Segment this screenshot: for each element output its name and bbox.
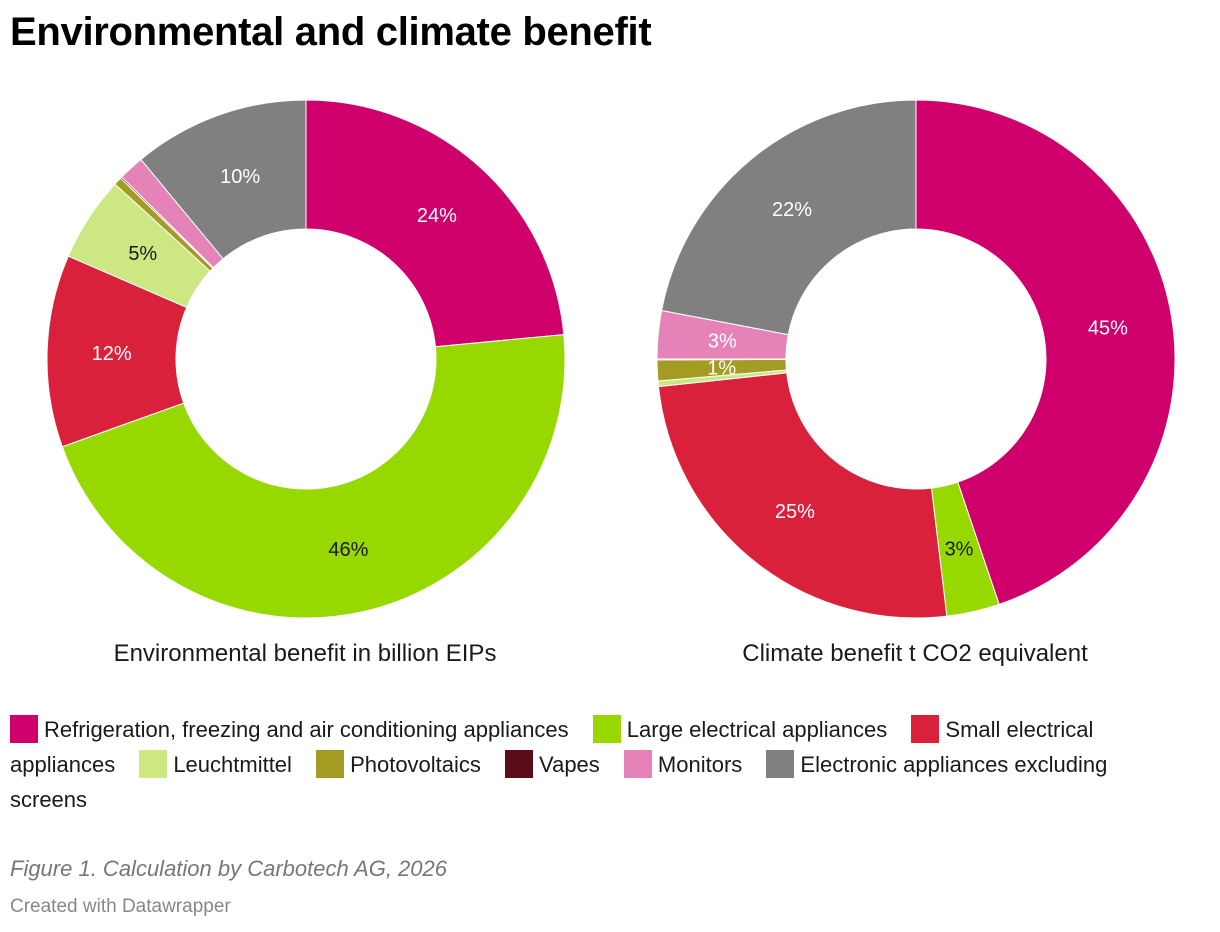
slice-label: 3% xyxy=(945,539,974,561)
legend-swatch xyxy=(623,750,652,778)
legend-label: Refrigeration, freezing and air conditio… xyxy=(44,717,569,742)
slice-large xyxy=(61,334,566,619)
slice-label: 45% xyxy=(1088,317,1128,339)
legend: Refrigeration, freezing and air conditio… xyxy=(10,712,1205,817)
slice-label: 3% xyxy=(708,331,737,353)
credit-link[interactable]: Created with Datawrapper xyxy=(10,896,231,917)
legend-label: Small electrical appliances xyxy=(10,717,1094,777)
legend-swatch xyxy=(316,750,345,778)
figure-note: Figure 1. Calculation by Carbotech AG, 2… xyxy=(10,856,447,881)
slice-label: 5% xyxy=(128,243,157,265)
legend-label: Large electrical appliances xyxy=(626,717,888,742)
legend-label: Monitors xyxy=(657,752,743,777)
legend-item-small: Small electrical appliances xyxy=(10,715,1094,777)
slice-label: 10% xyxy=(220,166,260,188)
environmental-chart-title: Environmental benefit in billion EIPs xyxy=(113,640,497,667)
legend-item-monitors: Monitors xyxy=(623,750,743,778)
slice-label: 46% xyxy=(328,539,368,561)
slice-electronic xyxy=(140,99,307,260)
legend-swatch xyxy=(592,715,621,743)
legend-item-large: Large electrical appliances xyxy=(592,715,888,743)
legend-label: Photovoltaics xyxy=(350,752,481,777)
legend-item-leuchtmittel: Leuchtmittel xyxy=(139,750,292,778)
legend-label: Leuchtmittel xyxy=(173,752,292,777)
legend-item-electronic: Electronic appliances excluding screens xyxy=(10,750,1108,812)
chart-title: Environmental and climate benefit xyxy=(10,10,652,54)
legend-item-refrigeration: Refrigeration, freezing and air conditio… xyxy=(10,715,569,743)
legend-swatch xyxy=(139,750,168,778)
slice-label: 22% xyxy=(772,199,812,221)
slice-electronic xyxy=(661,99,917,336)
slice-refrigeration xyxy=(915,99,1176,605)
slice-label: 12% xyxy=(92,343,132,365)
legend-item-vapes: Vapes xyxy=(505,750,600,778)
legend-label: Electronic appliances excluding screens xyxy=(10,752,1108,812)
legend-swatch xyxy=(505,750,534,778)
slice-small xyxy=(657,372,948,619)
climate-chart-title: Climate benefit t CO2 equivalent xyxy=(742,640,1088,667)
legend-swatch xyxy=(766,750,795,778)
donut-charts: 24% 46% 12% 5% 10% 45% 3% 25% 1% 3% 22% xyxy=(46,99,1176,619)
legend-item-photovoltaics: Photovoltaics xyxy=(316,750,481,778)
slice-label: 1% xyxy=(707,358,736,380)
legend-label: Vapes xyxy=(539,752,600,777)
legend-swatch xyxy=(10,715,38,743)
slice-label: 25% xyxy=(775,501,815,523)
legend-swatch xyxy=(911,715,940,743)
slice-refrigeration xyxy=(305,99,565,348)
slice-label: 24% xyxy=(417,205,457,227)
